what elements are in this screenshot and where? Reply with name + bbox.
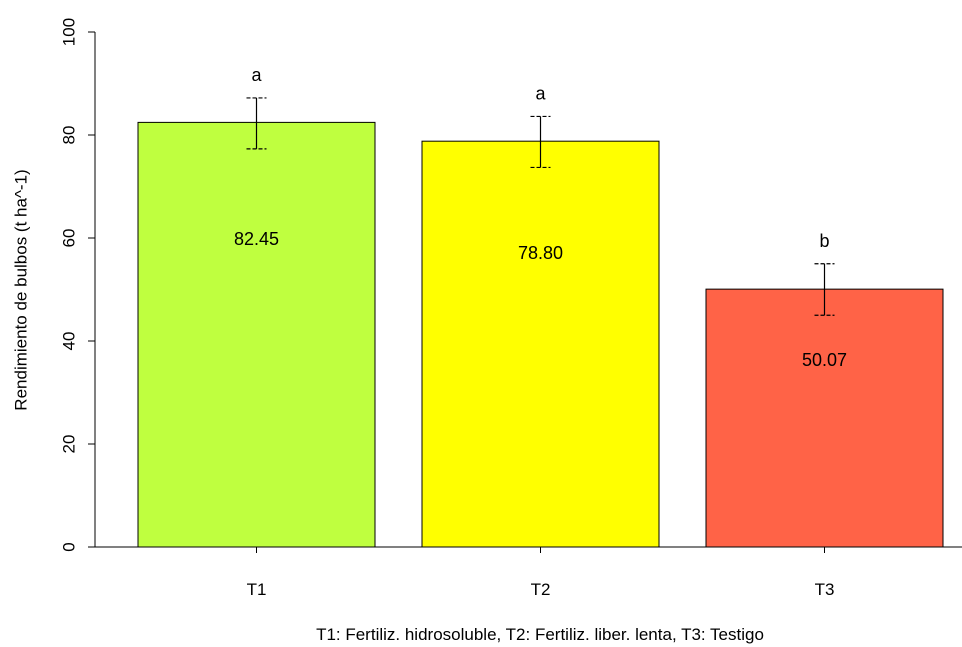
x-tick-label-t1: T1 <box>247 580 267 599</box>
error-bars-group <box>246 97 835 316</box>
y-tick-label-20: 20 <box>59 435 78 454</box>
significance-letters-group: a a b <box>251 65 829 251</box>
bar-t2 <box>421 140 660 548</box>
y-tick-label-60: 60 <box>59 229 78 248</box>
significance-letter-t2: a <box>535 83 546 103</box>
bar-t1 <box>137 121 376 548</box>
y-tick-label-100: 100 <box>59 18 78 46</box>
error-bar-t3 <box>814 263 835 316</box>
significance-letter-t3: b <box>819 231 829 251</box>
bar-t3 <box>705 288 944 548</box>
y-tick-label-0: 0 <box>59 542 78 551</box>
y-tick-label-80: 80 <box>59 126 78 145</box>
y-axis-title: Rendimiento de bulbos (t ha^-1) <box>11 169 30 410</box>
value-labels-group: 82.45 78.80 50.07 <box>234 229 847 370</box>
value-label-t3: 50.07 <box>802 350 847 370</box>
error-bar-t1 <box>246 97 267 150</box>
value-label-t1: 82.45 <box>234 229 279 249</box>
value-label-t2: 78.80 <box>518 243 563 263</box>
error-bar-t2 <box>530 115 551 169</box>
y-axis: 0 20 40 60 80 100 <box>59 18 96 552</box>
x-tick-label-t3: T3 <box>815 580 835 599</box>
significance-letter-t1: a <box>251 65 262 85</box>
x-axis: T1 T2 T3 <box>95 546 962 599</box>
y-tick-label-40: 40 <box>59 332 78 351</box>
x-axis-title: T1: Fertiliz. hidrosoluble, T2: Fertiliz… <box>316 625 764 644</box>
x-tick-label-t2: T2 <box>531 580 551 599</box>
bars-group <box>137 121 944 548</box>
